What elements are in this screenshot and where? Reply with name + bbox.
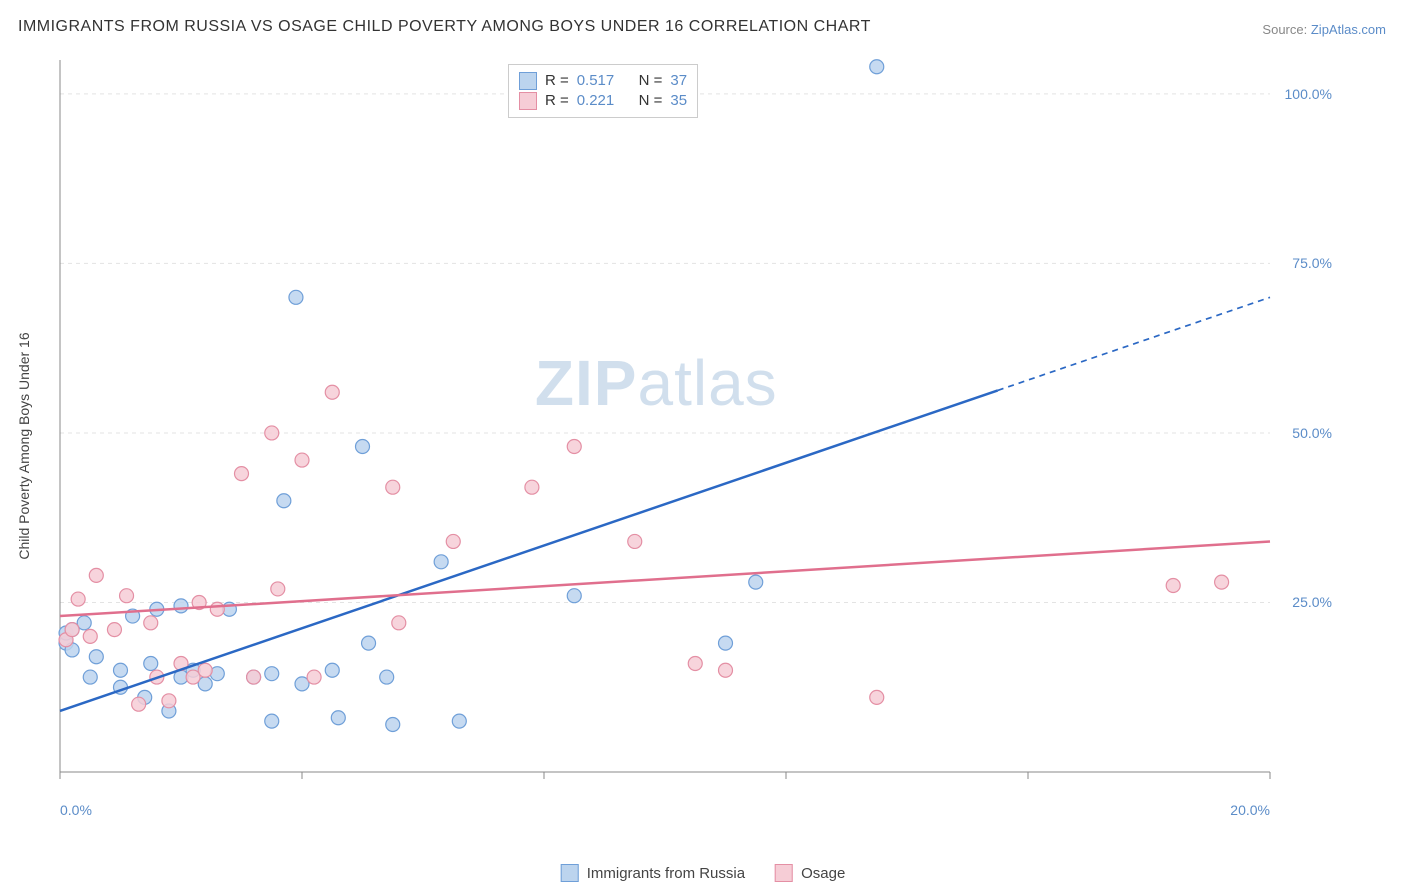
data-point [331, 711, 345, 725]
legend-swatch [775, 864, 793, 882]
data-point [325, 385, 339, 399]
series-legend-item: Osage [775, 864, 845, 882]
data-point [1166, 579, 1180, 593]
r-value: 0.517 [577, 72, 615, 89]
data-point [89, 568, 103, 582]
y-tick-label: 50.0% [1292, 425, 1332, 441]
source-label: Source: [1262, 22, 1307, 37]
data-point [277, 494, 291, 508]
n-value: 37 [670, 72, 687, 89]
legend-swatch [561, 864, 579, 882]
data-point [380, 670, 394, 684]
series-legend-label: Osage [801, 865, 845, 882]
data-point [235, 467, 249, 481]
data-point [386, 718, 400, 732]
r-label: R = [545, 92, 569, 109]
data-point [83, 670, 97, 684]
n-label: N = [639, 72, 663, 89]
chart-title: IMMIGRANTS FROM RUSSIA VS OSAGE CHILD PO… [18, 18, 871, 36]
data-point [525, 480, 539, 494]
r-legend-row: R = 0.221 N = 35 [519, 92, 687, 110]
data-point [265, 426, 279, 440]
data-point [289, 290, 303, 304]
source-link[interactable]: ZipAtlas.com [1311, 22, 1386, 37]
source-citation: Source: ZipAtlas.com [1262, 22, 1386, 37]
data-point [198, 663, 212, 677]
data-point [386, 480, 400, 494]
data-point [719, 663, 733, 677]
x-tick-label: 0.0% [60, 802, 92, 818]
scatter-plot: ZIPatlas R =0.517 N =37R =0.221 N =35 25… [50, 52, 1340, 822]
data-point [83, 629, 97, 643]
trend-line-extrapolated [998, 297, 1270, 390]
data-point [144, 657, 158, 671]
data-point [265, 667, 279, 681]
data-point [567, 440, 581, 454]
data-point [271, 582, 285, 596]
y-tick-label: 25.0% [1292, 594, 1332, 610]
data-point [89, 650, 103, 664]
series-legend-label: Immigrants from Russia [587, 865, 745, 882]
data-point [392, 616, 406, 630]
n-label: N = [639, 92, 663, 109]
data-point [107, 623, 121, 637]
r-label: R = [545, 72, 569, 89]
data-point [688, 657, 702, 671]
plot-svg [50, 52, 1340, 822]
trend-line [60, 541, 1270, 616]
data-point [71, 592, 85, 606]
data-point [719, 636, 733, 650]
n-value: 35 [670, 92, 687, 109]
data-point [144, 616, 158, 630]
correlation-legend: R = 0.517 N = 37 R = 0.221 N = 35 [508, 64, 698, 118]
data-point [265, 714, 279, 728]
data-point [65, 623, 79, 637]
data-point [132, 697, 146, 711]
data-point [114, 663, 128, 677]
data-point [325, 663, 339, 677]
r-value: 0.221 [577, 92, 615, 109]
data-point [870, 690, 884, 704]
data-point [434, 555, 448, 569]
x-tick-label: 20.0% [1230, 802, 1270, 818]
data-point [362, 636, 376, 650]
data-point [174, 599, 188, 613]
data-point [356, 440, 370, 454]
data-point [162, 694, 176, 708]
data-point [446, 534, 460, 548]
data-point [307, 670, 321, 684]
trend-line [60, 390, 998, 711]
y-tick-label: 100.0% [1285, 86, 1332, 102]
data-point [1215, 575, 1229, 589]
r-legend-row: R = 0.517 N = 37 [519, 72, 687, 90]
legend-swatch [519, 92, 537, 110]
data-point [295, 453, 309, 467]
legend-swatch [519, 72, 537, 90]
series-legend-item: Immigrants from Russia [561, 864, 745, 882]
data-point [120, 589, 134, 603]
data-point [247, 670, 261, 684]
y-axis-label: Child Poverty Among Boys Under 16 [16, 332, 32, 559]
y-tick-label: 75.0% [1292, 255, 1332, 271]
data-point [567, 589, 581, 603]
data-point [628, 534, 642, 548]
series-legend: Immigrants from Russia Osage [561, 864, 846, 882]
data-point [749, 575, 763, 589]
data-point [210, 602, 224, 616]
data-point [452, 714, 466, 728]
data-point [870, 60, 884, 74]
